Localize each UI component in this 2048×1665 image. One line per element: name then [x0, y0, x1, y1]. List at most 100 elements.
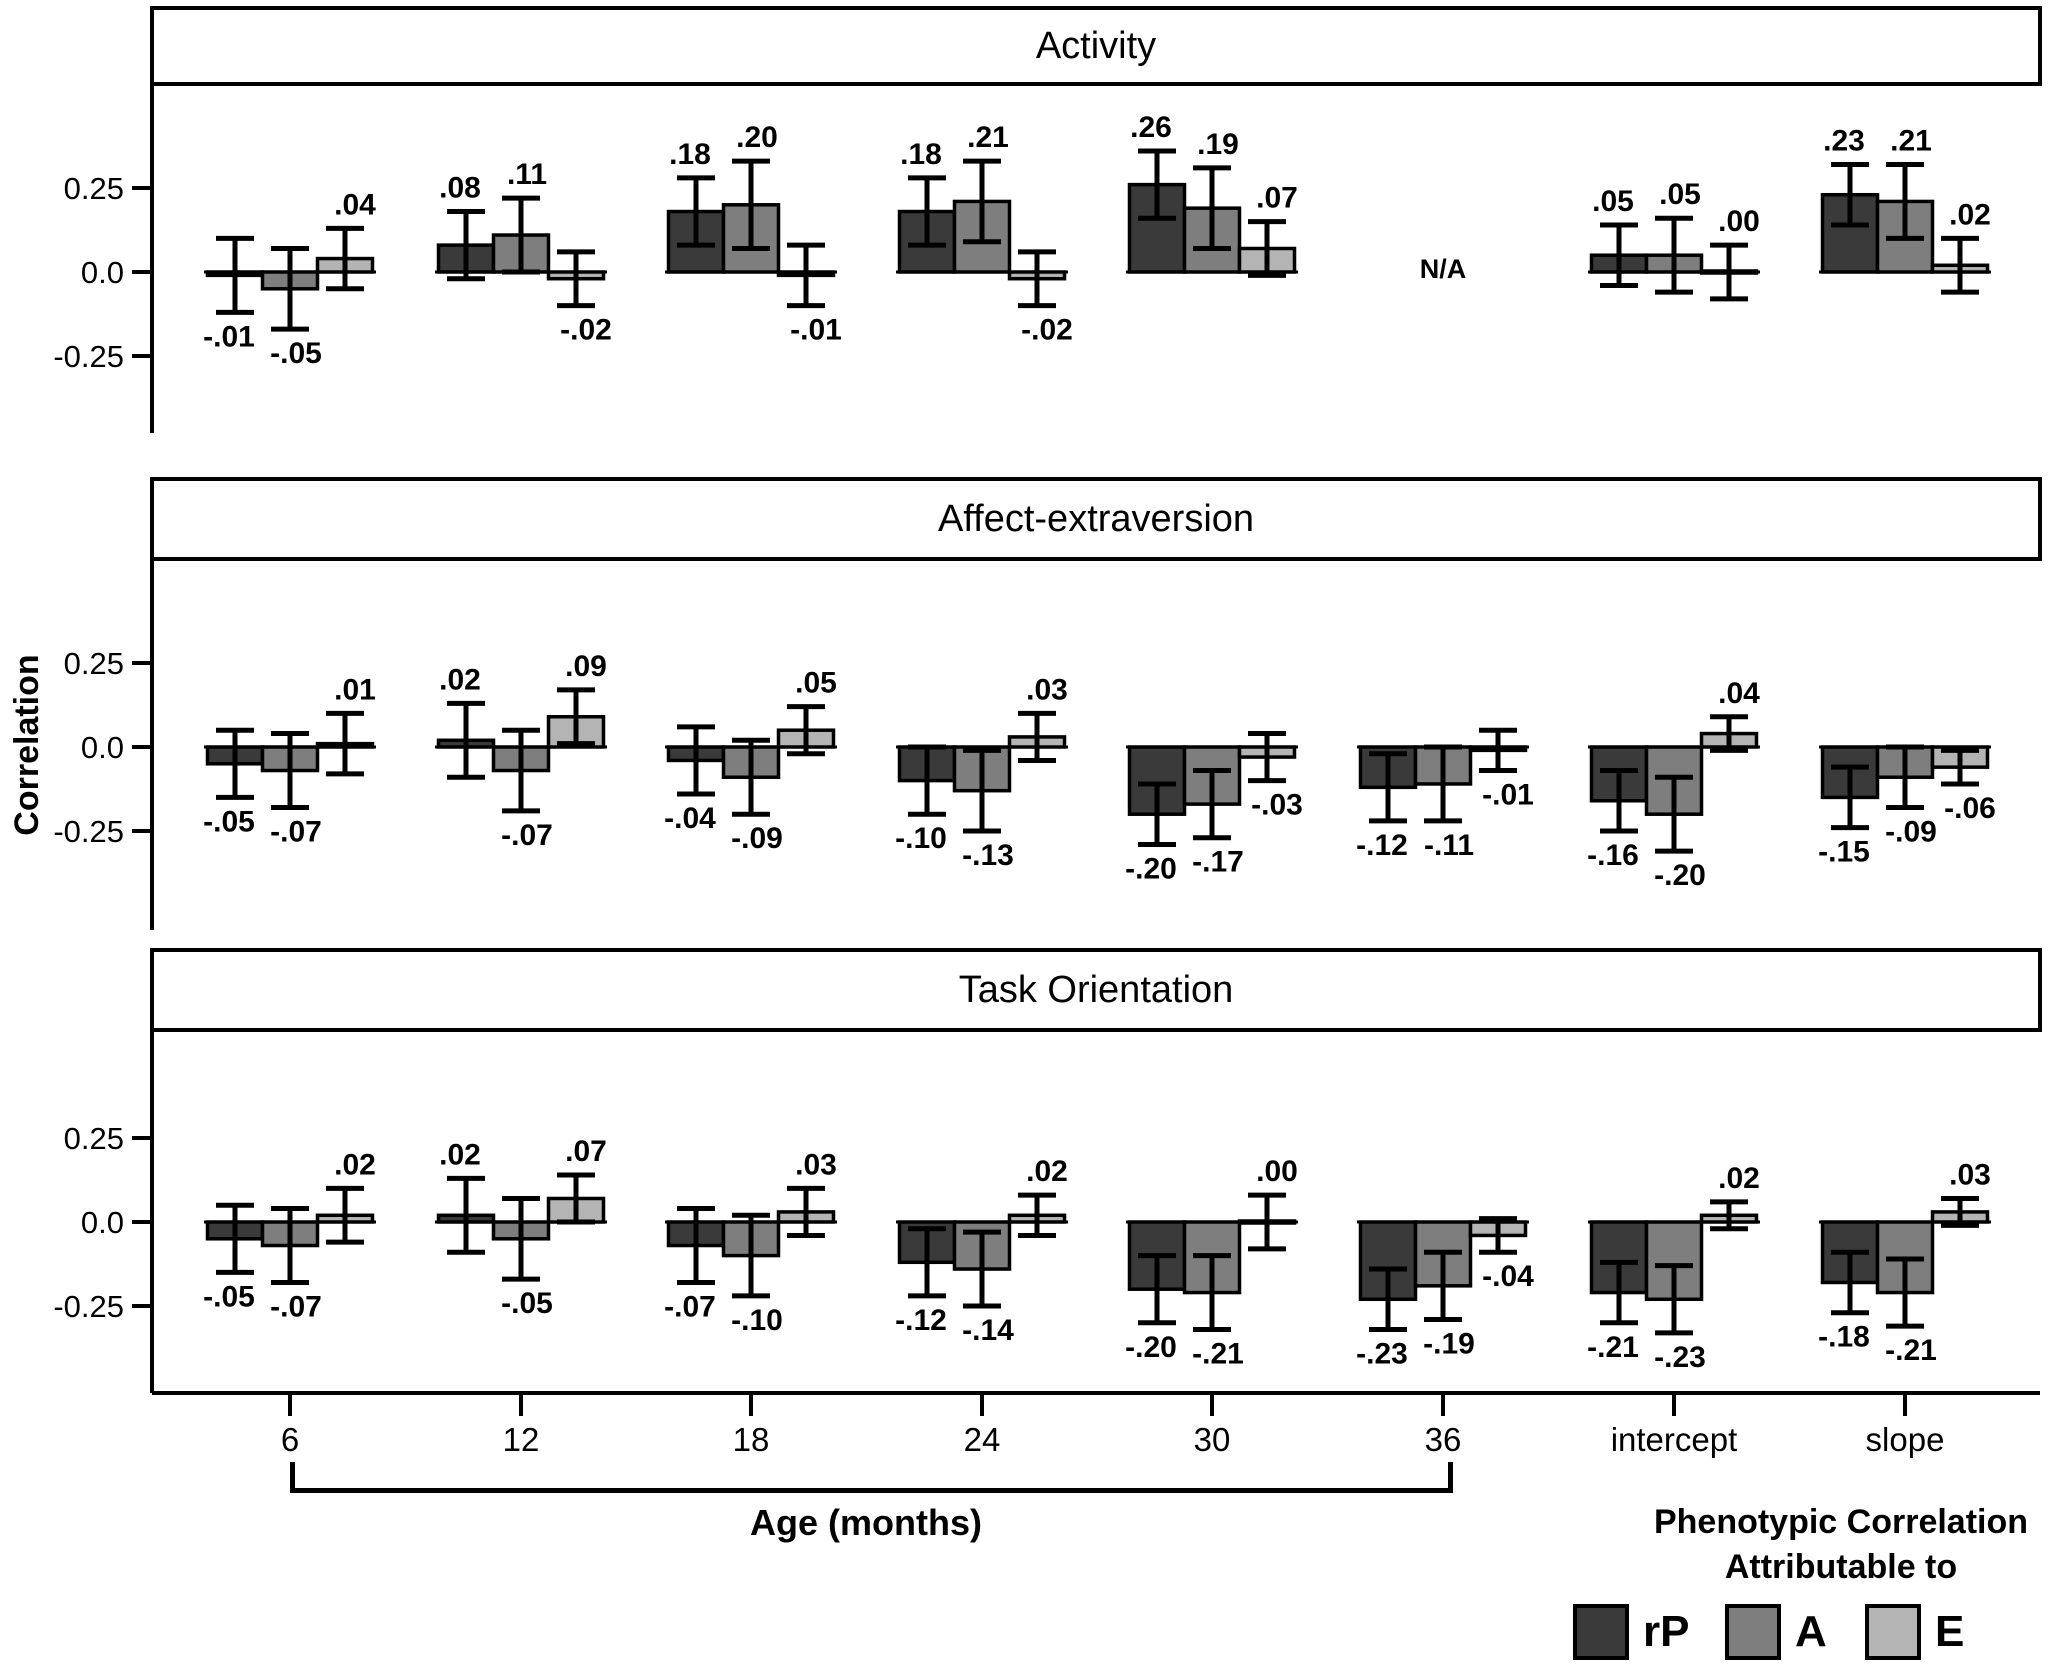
legend-title-line2: Attributable to: [1724, 1548, 1958, 1586]
svg-text:-.11: -.11: [1424, 829, 1474, 862]
panel-title-box-affect-extraversion: Affect-extraversion: [150, 477, 2042, 561]
svg-text:.02: .02: [1026, 1155, 1068, 1188]
svg-text:.21: .21: [967, 121, 1009, 154]
svg-text:.23: .23: [1823, 124, 1865, 157]
svg-text:.02: .02: [439, 1138, 481, 1171]
svg-text:.03: .03: [795, 1148, 837, 1181]
panel-title-task-orientation: Task Orientation: [958, 968, 1234, 1011]
legend-label-rp: rP: [1643, 1607, 1690, 1656]
svg-text:-.21: -.21: [1885, 1334, 1937, 1367]
svg-text:-.20: -.20: [1654, 859, 1706, 892]
svg-text:0.0: 0.0: [81, 1205, 124, 1240]
age-axis-bracket: [290, 1462, 1453, 1493]
panel-plot-2: 0.25 0.0 -0.25 -.05 -.07 .02 .02 -.05 .07 -.07 -.1…: [53, 1032, 2040, 1458]
svg-text:.21: .21: [1890, 124, 1932, 157]
svg-text:-.21: -.21: [1192, 1338, 1244, 1371]
svg-text:-.01: -.01: [790, 314, 842, 347]
svg-text:-.03: -.03: [1251, 789, 1303, 822]
svg-text:-.10: -.10: [731, 1304, 783, 1337]
svg-text:.05: .05: [795, 667, 837, 700]
svg-text:0.25: 0.25: [64, 171, 124, 206]
svg-text:-.23: -.23: [1654, 1341, 1706, 1374]
svg-text:.00: .00: [1256, 1155, 1298, 1188]
svg-text:.08: .08: [439, 172, 481, 205]
svg-text:-.09: -.09: [1885, 815, 1937, 848]
svg-text:24: 24: [964, 1421, 1001, 1458]
panel-plot-0: 0.25 0.0 -0.25 -.01 -.05 .04 .08 .11 -.02 .18 .20 -…: [53, 86, 1991, 433]
svg-text:-.16: -.16: [1587, 839, 1639, 872]
svg-text:.01: .01: [334, 673, 376, 706]
svg-text:18: 18: [733, 1421, 770, 1458]
svg-text:.05: .05: [1592, 185, 1634, 218]
y-axis-title: Correlation: [8, 654, 46, 836]
svg-text:.02: .02: [1949, 198, 1991, 231]
svg-text:6: 6: [281, 1421, 299, 1458]
svg-text:.03: .03: [1026, 673, 1068, 706]
svg-text:.26: .26: [1130, 111, 1172, 144]
legend-label-a: A: [1795, 1607, 1827, 1656]
legend-title-line1: Phenotypic Correlation: [1653, 1503, 2029, 1541]
svg-text:.02: .02: [439, 663, 481, 696]
svg-text:.03: .03: [1949, 1158, 1991, 1191]
svg-text:-.21: -.21: [1587, 1331, 1639, 1364]
svg-text:.20: .20: [736, 121, 778, 154]
svg-text:-.15: -.15: [1818, 836, 1870, 869]
svg-text:.18: .18: [900, 138, 942, 171]
svg-text:-.02: -.02: [1021, 314, 1073, 347]
svg-text:.09: .09: [565, 650, 607, 683]
svg-text:30: 30: [1194, 1421, 1231, 1458]
legend-swatch-rp: [1573, 1604, 1629, 1660]
svg-text:-.05: -.05: [501, 1287, 553, 1320]
svg-text:-.12: -.12: [1356, 829, 1408, 862]
svg-text:-.04: -.04: [1482, 1260, 1534, 1293]
svg-text:-.19: -.19: [1423, 1327, 1475, 1360]
svg-text:.18: .18: [669, 138, 711, 171]
svg-text:slope: slope: [1866, 1421, 1945, 1458]
svg-text:-.13: -.13: [962, 839, 1014, 872]
svg-text:-.12: -.12: [895, 1304, 947, 1337]
svg-text:.19: .19: [1197, 128, 1239, 161]
svg-text:-.05: -.05: [203, 1280, 255, 1313]
legend-label-e: E: [1935, 1607, 1965, 1656]
panel-plot-1: 0.25 0.0 -0.25 -.05 -.07 .01 .02 -.07 .09 -.04 -.0…: [53, 561, 1996, 930]
svg-text:.07: .07: [565, 1135, 607, 1168]
svg-text:-.01: -.01: [1482, 779, 1534, 812]
panel-title-box-task-orientation: Task Orientation: [150, 948, 2042, 1032]
svg-text:0.0: 0.0: [81, 255, 124, 290]
svg-text:.02: .02: [1718, 1162, 1760, 1195]
x-axis-title: Age (months): [750, 1502, 982, 1543]
svg-text:intercept: intercept: [1611, 1421, 1738, 1458]
svg-text:-.18: -.18: [1818, 1321, 1870, 1354]
svg-text:36: 36: [1425, 1421, 1462, 1458]
svg-text:-.01: -.01: [203, 320, 255, 353]
svg-text:-.23: -.23: [1356, 1338, 1408, 1371]
legend-item-e: E: [1865, 1604, 1964, 1660]
svg-text:-.05: -.05: [270, 337, 322, 370]
svg-text:.00: .00: [1718, 205, 1760, 238]
svg-text:-.02: -.02: [560, 314, 612, 347]
svg-text:.02: .02: [334, 1148, 376, 1181]
panel-title-activity: Activity: [1035, 24, 1157, 67]
svg-text:.11: .11: [507, 158, 547, 191]
svg-text:-.07: -.07: [501, 819, 553, 852]
legend-title: Phenotypic Correlation Attributable to: [1641, 1500, 2041, 1590]
svg-text:-.07: -.07: [270, 1290, 322, 1323]
svg-text:12: 12: [503, 1421, 540, 1458]
svg-text:0.0: 0.0: [81, 730, 124, 765]
svg-text:-0.25: -0.25: [53, 339, 124, 374]
svg-text:.05: .05: [1659, 178, 1701, 211]
svg-text:N/A: N/A: [1420, 254, 1467, 284]
svg-text:-.10: -.10: [895, 822, 947, 855]
svg-text:-.06: -.06: [1944, 792, 1996, 825]
svg-text:-.07: -.07: [270, 815, 322, 848]
svg-text:-.04: -.04: [664, 802, 716, 835]
svg-text:-0.25: -0.25: [53, 1289, 124, 1324]
svg-text:.07: .07: [1256, 182, 1298, 215]
svg-text:-.20: -.20: [1125, 852, 1177, 885]
legend-swatch-a: [1725, 1604, 1781, 1660]
svg-text:0.25: 0.25: [64, 1121, 124, 1156]
legend-item-a: A: [1725, 1604, 1827, 1660]
legend-swatch-e: [1865, 1604, 1921, 1660]
